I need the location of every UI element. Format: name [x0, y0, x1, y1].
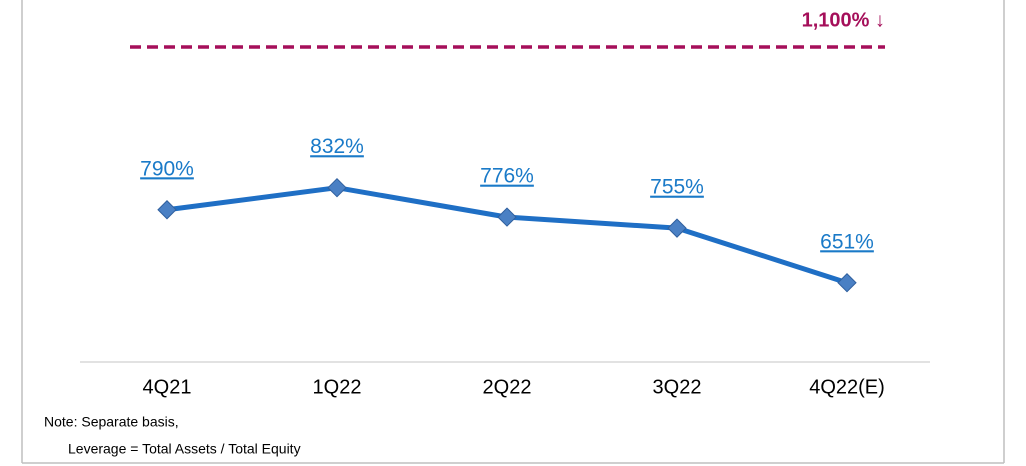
- x-tick-label: 4Q22(E): [809, 376, 885, 398]
- marker: [837, 273, 857, 293]
- x-tick-label: 2Q22: [483, 376, 532, 398]
- x-tick-label: 1Q22: [313, 376, 362, 398]
- value-label: 651%: [820, 230, 874, 253]
- marker: [157, 200, 177, 220]
- x-tick-label: 4Q21: [143, 376, 192, 398]
- value-label: 832%: [310, 135, 364, 158]
- note: Leverage = Total Assets / Total Equity: [68, 441, 301, 457]
- value-label: 755%: [650, 176, 704, 199]
- reference-label: 1,100% ↓: [802, 9, 885, 31]
- value-label: 776%: [480, 165, 534, 188]
- marker: [497, 207, 517, 227]
- value-label: 790%: [140, 157, 194, 180]
- note: Note: Separate basis,: [44, 414, 179, 430]
- x-tick-label: 3Q22: [653, 376, 702, 398]
- marker: [667, 218, 687, 238]
- line: [166, 185, 848, 286]
- marker: [327, 177, 347, 198]
